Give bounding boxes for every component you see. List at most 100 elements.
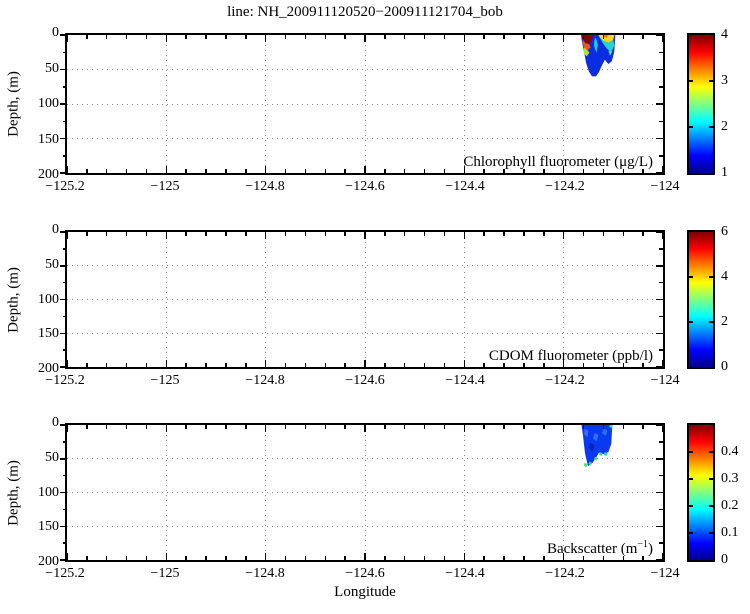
- x-tick-minor: [86, 169, 88, 173]
- x-tick-minor: [324, 556, 327, 560]
- x-tick-minor: [205, 556, 207, 560]
- colorbar-tick-label: 0: [721, 359, 728, 374]
- y-tick-major: [656, 172, 663, 174]
- x-tick-minor: [543, 556, 545, 560]
- x-tick-minor: [245, 556, 247, 560]
- x-tick-major: [463, 232, 466, 239]
- x-tick-minor: [483, 169, 485, 173]
- y-tick-minor: [63, 281, 67, 284]
- y-tick-major: [60, 332, 67, 334]
- x-tick-label: −124: [650, 373, 680, 388]
- y-tick-major: [656, 265, 663, 267]
- x-tick-major: [66, 425, 68, 432]
- x-tick-minor: [503, 35, 505, 39]
- x-tick-minor: [105, 363, 108, 367]
- x-tick-minor: [145, 169, 148, 173]
- x-tick-major: [66, 232, 68, 239]
- y-tick-major: [656, 458, 663, 460]
- gridline-horizontal: [67, 69, 663, 70]
- y-tick-minor: [63, 248, 67, 250]
- x-tick-major: [463, 35, 466, 42]
- x-tick-minor: [225, 556, 227, 560]
- x-tick-minor: [483, 363, 485, 367]
- y-tick-major: [60, 68, 67, 71]
- x-tick-minor: [403, 425, 406, 429]
- x-tick-label: −124: [650, 179, 680, 194]
- y-tick-label: 50: [45, 256, 59, 272]
- x-tick-minor: [185, 363, 187, 367]
- colorbar-tick-label: 6: [721, 224, 728, 239]
- x-tick-minor: [145, 232, 148, 236]
- y-tick-label: 50: [45, 449, 59, 465]
- plot-area-backscatter: Backscatter (m−1): [60, 423, 665, 562]
- figure-title: line: NH_200911120520−200911121704_bob: [227, 4, 503, 20]
- x-tick-minor: [105, 35, 108, 39]
- backscatter-annotation: Backscatter (m−1): [547, 539, 653, 558]
- y-tick-major: [656, 137, 663, 140]
- x-tick-minor: [245, 232, 247, 236]
- x-tick-label: −124.8: [245, 373, 285, 388]
- chlorophyll-annotation: Chlorophyll fluorometer (μg/L): [463, 154, 653, 171]
- x-tick-major: [562, 232, 565, 239]
- y-tick-major: [60, 103, 67, 105]
- y-tick-minor: [63, 474, 67, 477]
- x-tick-minor: [344, 556, 346, 560]
- x-tick-major: [364, 553, 366, 560]
- backscatter-colorbar: [687, 423, 715, 562]
- y-axis-label-cdom: Depth, (m): [5, 266, 22, 333]
- colorbar-tick-label: 2: [721, 314, 728, 329]
- x-tick-minor: [245, 425, 247, 429]
- x-tick-major: [562, 553, 565, 560]
- x-tick-minor: [304, 35, 307, 39]
- plot-area-cdom: CDOM fluorometer (ppb/l): [60, 230, 665, 369]
- x-tick-major: [264, 232, 267, 239]
- y-tick-minor: [63, 508, 67, 511]
- x-tick-minor: [622, 232, 625, 236]
- y-tick-minor: [659, 120, 663, 122]
- x-tick-minor: [384, 556, 386, 560]
- chlorophyll-colorbar: [687, 33, 715, 175]
- x-tick-major: [562, 166, 565, 173]
- x-tick-minor: [622, 556, 625, 560]
- x-tick-minor: [324, 169, 327, 173]
- x-tick-minor: [384, 232, 386, 236]
- x-tick-major: [66, 553, 68, 560]
- x-tick-minor: [523, 35, 525, 39]
- x-tick-minor: [344, 425, 346, 429]
- chlorophyll-annotation-text: Chlorophyll fluorometer (μg/L): [463, 154, 653, 170]
- y-tick-major: [656, 424, 663, 426]
- x-tick-minor: [304, 556, 307, 560]
- y-tick-minor: [659, 508, 663, 511]
- colorbar-tick: [709, 126, 713, 128]
- x-tick-minor: [582, 363, 585, 367]
- gridline-horizontal: [67, 103, 663, 105]
- y-tick-label: 100: [38, 291, 59, 307]
- y-tick-major: [656, 68, 663, 71]
- x-tick-label: −124.6: [345, 566, 385, 581]
- x-tick-minor: [125, 232, 128, 236]
- x-tick-minor: [125, 363, 128, 367]
- y-tick-minor: [659, 542, 663, 544]
- x-tick-major: [264, 553, 267, 560]
- x-tick-major: [364, 166, 366, 173]
- x-tick-label: −125.2: [45, 566, 85, 581]
- chlorophyll-data-patch: [581, 35, 616, 77]
- x-tick-major: [165, 553, 168, 560]
- gridline-horizontal: [67, 332, 663, 334]
- y-tick-minor: [63, 315, 67, 318]
- y-tick-minor: [63, 441, 67, 443]
- y-tick-major: [656, 231, 663, 233]
- colorbar-tick: [689, 478, 693, 480]
- x-tick-label: −125: [150, 373, 180, 388]
- x-tick-minor: [105, 232, 108, 236]
- x-tick-minor: [86, 363, 88, 367]
- x-tick-minor: [443, 556, 446, 560]
- y-tick-minor: [659, 155, 663, 157]
- x-tick-minor: [324, 35, 327, 39]
- x-tick-minor: [145, 35, 148, 39]
- y-tick-label: 0: [52, 25, 59, 40]
- x-tick-label: −124.2: [545, 373, 585, 388]
- x-tick-minor: [543, 425, 545, 429]
- x-tick-minor: [582, 169, 585, 173]
